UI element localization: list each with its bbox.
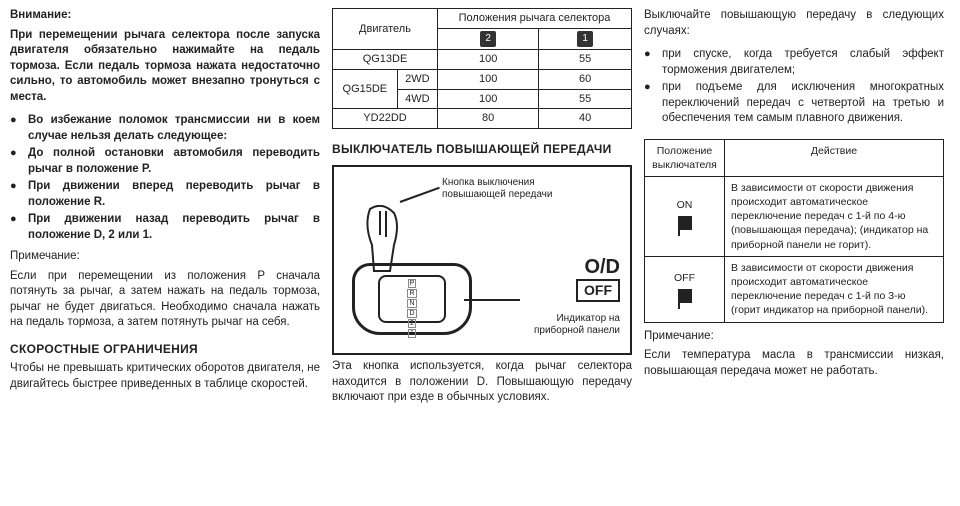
off-label: OFF: [576, 279, 620, 302]
th-positions: Положения рычага селектора: [438, 9, 632, 29]
callout-button: Кнопка выключения повышающей передачи: [442, 177, 572, 201]
note-text: Если температура масла в трансмиссии низ…: [644, 348, 944, 379]
note-title: Примечание:: [644, 329, 944, 345]
od-description: Эта кнопка используется, когда рычаг сел…: [332, 359, 632, 406]
table-row: QG15DE 2WD 100 60: [333, 69, 632, 89]
th-pos2: 2: [438, 28, 539, 49]
attention-title: Внимание:: [10, 8, 320, 24]
switch-off: OFF: [645, 256, 725, 322]
attention-text: При перемещении рычага селектора после з…: [10, 28, 320, 106]
switch-on: ON: [645, 176, 725, 256]
th-switch-pos: Положение выключателя: [645, 139, 725, 176]
indicator-label: Индикатор на приборной панели: [510, 313, 620, 337]
table-row: YD22DD 80 40: [333, 109, 632, 129]
warn-item: При движении назад переводить рычаг в по…: [10, 212, 320, 243]
case-item: при подъеме для исключения многократных …: [644, 80, 944, 127]
table-row: QG13DE 100 55: [333, 49, 632, 69]
od-label: O/D: [584, 255, 620, 279]
case-item: при спуске, когда требуется слабый эффек…: [644, 47, 944, 78]
table-row: ON В зависимости от скорости движения пр…: [645, 176, 944, 256]
column-left: Внимание: При перемещении рычага селекто…: [10, 8, 320, 498]
shifter-positions: PRND21: [378, 275, 446, 323]
shifter-diagram: Кнопка выключения повышающей передачи PR…: [332, 165, 632, 355]
selector-table: Двигатель Положения рычага селектора 2 1…: [332, 8, 632, 129]
warn-item: При движении вперед переводить рычаг в п…: [10, 179, 320, 210]
th-engine: Двигатель: [333, 9, 438, 50]
column-middle: Двигатель Положения рычага селектора 2 1…: [332, 8, 632, 498]
th-switch-action: Действие: [725, 139, 944, 176]
flag-icon: [678, 216, 692, 230]
cases-list: при спуске, когда требуется слабый эффек…: [644, 47, 944, 129]
leader-line: [464, 299, 520, 301]
warn-item: До полной остановки автомобиля переводит…: [10, 146, 320, 177]
leader-line: [400, 187, 440, 203]
warning-list: Во избежание поломок трансмиссии ни в ко…: [10, 113, 320, 245]
speed-heading: СКОРОСТНЫЕ ОГРАНИЧЕНИЯ: [10, 341, 320, 357]
switch-off-text: В зависимости от скорости движения проис…: [725, 256, 944, 322]
th-pos1: 1: [539, 28, 632, 49]
warn-intro: Во избежание поломок трансмиссии ни в ко…: [10, 113, 320, 144]
table-row: OFF В зависимости от скорости движения п…: [645, 256, 944, 322]
speed-text: Чтобы не превышать критических оборотов …: [10, 361, 320, 392]
flag-icon: [678, 289, 692, 303]
column-right: Выключайте повышающую передачу в следующ…: [644, 8, 944, 498]
od-heading: ВЫКЛЮЧАТЕЛЬ ПОВЫШАЮЩЕЙ ПЕРЕДАЧИ: [332, 141, 632, 157]
note-title: Примечание:: [10, 249, 320, 265]
switch-table: Положение выключателя Действие ON В зави…: [644, 139, 944, 323]
bottom-note: Примечание: Если температура масла в тра…: [644, 329, 944, 384]
cases-intro: Выключайте повышающую передачу в следующ…: [644, 8, 944, 39]
note-text: Если при перемещении из положения P снач…: [10, 269, 320, 331]
switch-on-text: В зависимости от скорости движения проис…: [725, 176, 944, 256]
